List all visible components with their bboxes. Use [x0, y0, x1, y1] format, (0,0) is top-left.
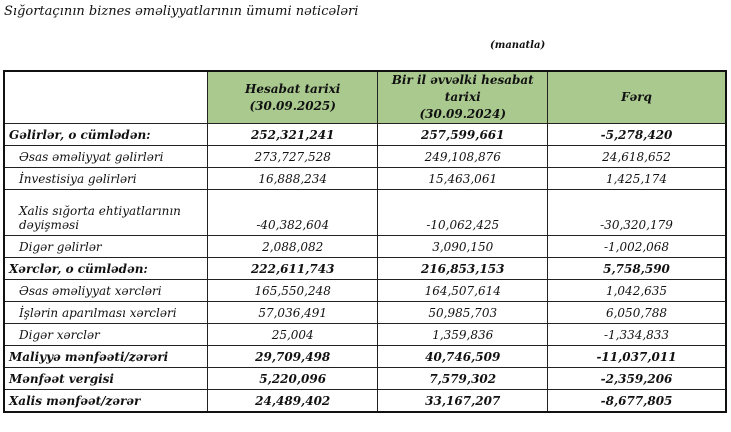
row-label: Əsas əməliyyat gəlirləri	[3, 145, 208, 168]
value-diff: 1,042,635	[547, 279, 727, 302]
table-row: Xalis mənfəət/zərər 24,489,402 33,167,207-…	[3, 389, 727, 413]
header-row: Hesabat tarixi (30.09.2025) Bir il əvvəlk…	[3, 70, 727, 124]
table-row: İşlərin aparılması xərcləri 57,036,491 50,…	[3, 301, 727, 324]
table-row: Gəlirlər, o cümlədən: 252,321,241 257,599,…	[3, 123, 727, 146]
results-table: Hesabat tarixi (30.09.2025) Bir il əvvəlk…	[3, 70, 727, 413]
value-previous: -10,062,425	[377, 189, 549, 236]
header-previous: Bir il əvvəlki hesabat tarixi (30.09.2024…	[377, 70, 549, 124]
row-label: Əsas əməliyyat xərcləri	[3, 279, 208, 302]
row-label: Mənfəət vergisi	[3, 367, 208, 390]
row-label: Digər xərclər	[3, 323, 208, 346]
value-previous: 40,746,509	[377, 345, 549, 368]
value-diff: 24,618,652	[547, 145, 727, 168]
value-current: 57,036,491	[206, 301, 379, 324]
value-current: 273,727,528	[206, 145, 379, 168]
value-current: -40,382,604	[206, 189, 379, 236]
value-previous: 50,985,703	[377, 301, 549, 324]
value-previous: 33,167,207	[377, 389, 549, 413]
value-current: 165,550,248	[206, 279, 379, 302]
value-current: 2,088,082	[206, 235, 379, 258]
value-diff: -11,037,011	[547, 345, 727, 368]
row-label: Xalis sığorta ehtiyatlarının dəyişməsi	[3, 189, 208, 236]
value-diff: 6,050,788	[547, 301, 727, 324]
value-diff: 1,425,174	[547, 167, 727, 190]
value-current: 222,611,743	[206, 257, 379, 280]
value-diff: 5,758,590	[547, 257, 727, 280]
value-current: 5,220,096	[206, 367, 379, 390]
row-label: Maliyyə mənfəəti/zərəri	[3, 345, 208, 368]
table-row: Mənfəət vergisi 5,220,096 7,579,302 -2,359,…	[3, 367, 727, 390]
value-previous: 257,599,661	[377, 123, 549, 146]
value-current: 252,321,241	[206, 123, 379, 146]
value-previous: 3,090,150	[377, 235, 549, 258]
header-current-date: (30.09.2025)	[249, 98, 336, 113]
row-label: İnvestisiya gəlirləri	[3, 167, 208, 190]
header-current-title: Hesabat tarixi	[245, 81, 341, 96]
header-diff: Fərq	[547, 70, 727, 124]
value-diff: -8,677,805	[547, 389, 727, 413]
unit-label: (manatla)	[490, 40, 546, 51]
table-row: İnvestisiya gəlirləri 16,888,234 15,463,06…	[3, 167, 727, 190]
value-previous: 1,359,836	[377, 323, 549, 346]
value-current: 25,004	[206, 323, 379, 346]
row-label: Gəlirlər, o cümlədən:	[3, 123, 208, 146]
value-diff: -2,359,206	[547, 367, 727, 390]
header-previous-date: (30.09.2024)	[419, 107, 506, 121]
report-title: Sığortaçının biznes əməliyyatlarının ümu…	[4, 4, 359, 19]
value-diff: -1,334,833	[547, 323, 727, 346]
value-previous: 7,579,302	[377, 367, 549, 390]
value-current: 16,888,234	[206, 167, 379, 190]
table-row: Xərclər, o cümlədən: 222,611,743 216,853,1…	[3, 257, 727, 280]
header-current: Hesabat tarixi (30.09.2025)	[206, 70, 379, 124]
row-label: Digər gəlirlər	[3, 235, 208, 258]
row-label: İşlərin aparılması xərcləri	[3, 301, 208, 324]
value-previous: 164,507,614	[377, 279, 549, 302]
row-label: Xalis mənfəət/zərər	[3, 389, 208, 413]
value-previous: 216,853,153	[377, 257, 549, 280]
table-row: Digər gəlirlər 2,088,082 3,090,150 -1,002,0…	[3, 235, 727, 258]
value-diff: -30,320,179	[547, 189, 727, 236]
table-row: Əsas əməliyyat gəlirləri 273,727,528 249,1…	[3, 145, 727, 168]
header-blank	[3, 70, 208, 124]
value-diff: -5,278,420	[547, 123, 727, 146]
value-previous: 15,463,061	[377, 167, 549, 190]
header-previous-title: Bir il əvvəlki hesabat tarixi	[391, 73, 534, 104]
table-row: Xalis sığorta ehtiyatlarının dəyişməsi -4…	[3, 189, 727, 236]
table-row: Əsas əməliyyat xərcləri 165,550,248 164,50…	[3, 279, 727, 302]
value-diff: -1,002,068	[547, 235, 727, 258]
value-current: 29,709,498	[206, 345, 379, 368]
value-current: 24,489,402	[206, 389, 379, 413]
value-previous: 249,108,876	[377, 145, 549, 168]
table-row: Maliyyə mənfəəti/zərəri 29,709,498 40,746,…	[3, 345, 727, 368]
table-row: Digər xərclər 25,004 1,359,836 -1,334,833	[3, 323, 727, 346]
row-label: Xərclər, o cümlədən:	[3, 257, 208, 280]
